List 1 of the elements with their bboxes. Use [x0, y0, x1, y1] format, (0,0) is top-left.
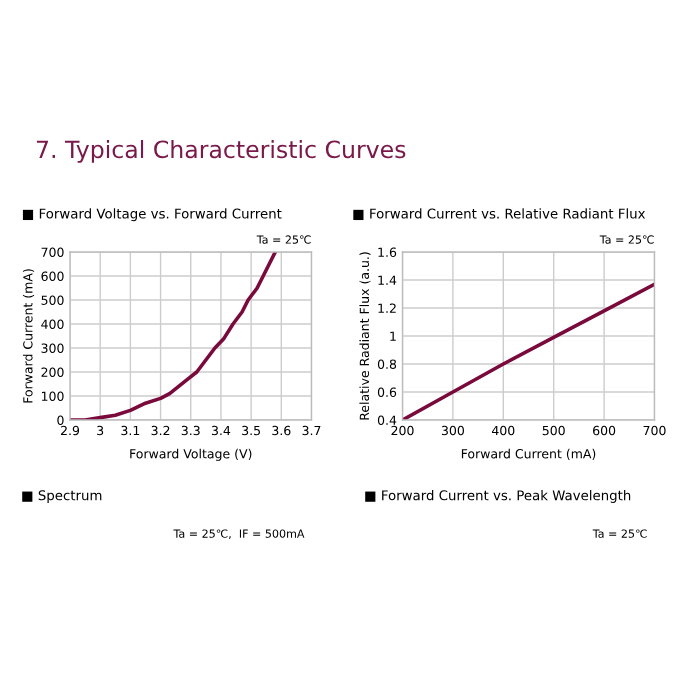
text: 7. Typical Characteristic Curves [36, 140, 406, 163]
